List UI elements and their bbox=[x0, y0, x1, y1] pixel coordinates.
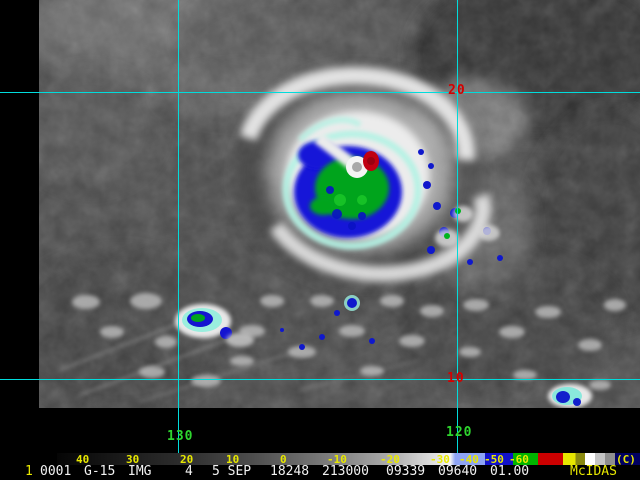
latitude-label-20: 20 bbox=[448, 83, 466, 98]
latitude-label-10: 10 bbox=[447, 371, 465, 386]
status-brand: McIDAS bbox=[570, 464, 617, 479]
satellite-image[interactable] bbox=[0, 0, 640, 408]
status-satellite: G-15 bbox=[84, 464, 116, 479]
latitude-gridline-10 bbox=[0, 379, 640, 380]
longitude-label-130: 130 bbox=[167, 429, 194, 444]
colorbar-tick: -40 bbox=[459, 453, 479, 466]
status-date: 5 SEP bbox=[212, 464, 252, 479]
colorbar-tick: -60 bbox=[509, 453, 529, 466]
temperature-colorbar bbox=[57, 453, 640, 465]
longitude-gridline-130 bbox=[178, 0, 179, 465]
status-bar: 1 0001 G-15 IMG 4 5 SEP 18248 213000 093… bbox=[0, 465, 640, 480]
colorbar-tick: 40 bbox=[76, 453, 90, 466]
latitude-gridline-20 bbox=[0, 92, 640, 93]
colorbar-tick: 10 bbox=[226, 453, 240, 466]
colorbar-unit-label: (C) bbox=[616, 453, 636, 466]
status-magnification: 01.00 bbox=[490, 464, 530, 479]
colorbar-tick: -50 bbox=[484, 453, 504, 466]
satellite-image-display[interactable] bbox=[0, 0, 640, 408]
colorbar-tick: 0 bbox=[280, 453, 287, 466]
status-element-coord: 09640 bbox=[438, 464, 478, 479]
longitude-label-120: 120 bbox=[446, 425, 473, 440]
status-band: 4 bbox=[185, 464, 193, 479]
status-time: 213000 bbox=[322, 464, 369, 479]
status-frame: 1 bbox=[25, 464, 33, 479]
colorbar-tick: 20 bbox=[180, 453, 194, 466]
status-line-coord: 09339 bbox=[386, 464, 426, 479]
colorbar-tick: -20 bbox=[380, 453, 400, 466]
status-image-number: 0001 bbox=[40, 464, 72, 479]
colorbar-tick: -30 bbox=[430, 453, 450, 466]
status-image-type: IMG bbox=[128, 464, 152, 479]
colorbar-tick: -10 bbox=[327, 453, 347, 466]
longitude-gridline-120 bbox=[457, 0, 458, 465]
colorbar-tick: 30 bbox=[126, 453, 140, 466]
status-day-code: 18248 bbox=[270, 464, 310, 479]
